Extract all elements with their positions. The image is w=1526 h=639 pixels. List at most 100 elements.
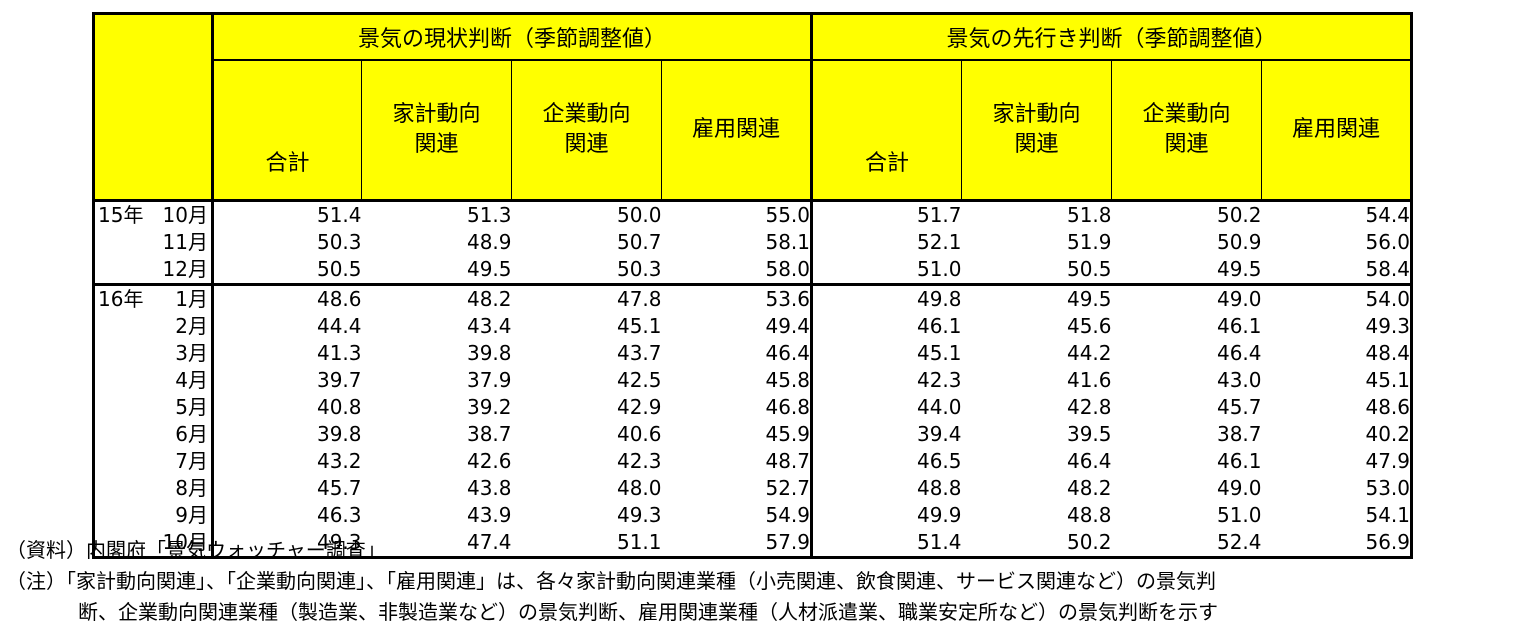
cell-current-household: 39.2 (466, 395, 512, 419)
table-row: 5月 40.8 39.2 42.9 46.8 44.0 42.8 45.7 48… (92, 394, 1413, 421)
cell-current-corporate: 40.6 (616, 422, 662, 446)
cell-current-household: 39.8 (466, 341, 512, 365)
cell-current-corporate: 49.3 (616, 503, 662, 527)
cell-future-employment: 49.3 (1261, 313, 1413, 340)
table-row: 12月 50.5 49.5 50.3 58.0 51.0 50.5 49.5 5… (92, 256, 1413, 286)
row-month: 6月 (175, 422, 208, 446)
cell-current-total: 49.3 (212, 529, 362, 559)
cell-future-corporate: 49.0 (1216, 287, 1262, 311)
col-future-employment: 雇用関連 (1261, 60, 1413, 202)
table-row: 16年 1月 48.6 48.2 47.8 53.6 49.8 49.5 49.0… (92, 284, 1413, 313)
cell-current-corporate: 50.7 (616, 230, 662, 254)
row-month: 5月 (175, 395, 208, 419)
cell-future-corporate: 46.1 (1216, 314, 1262, 338)
cell-future-corporate: 52.4 (1111, 529, 1262, 559)
economy-watchers-table: 景気の現状判断（季節調整値） 景気の先行き判断（季節調整値） 合計 家計動向 関… (92, 12, 1413, 559)
header-future-judgment: 景気の先行き判断（季節調整値） (811, 12, 1413, 61)
cell-current-corporate: 45.1 (616, 314, 662, 338)
row-label: 7月 (92, 448, 214, 475)
cell-current-household: 43.8 (466, 476, 512, 500)
cell-current-household: 37.9 (466, 368, 512, 392)
row-month: 4月 (175, 368, 208, 392)
cell-current-total: 50.5 (212, 256, 362, 286)
cell-current-corporate: 48.0 (616, 476, 662, 500)
cell-current-total: 43.2 (316, 449, 362, 473)
cell-current-total: 44.4 (316, 314, 362, 338)
table-row: 11月 50.3 48.9 50.7 58.1 52.1 51.9 50.9 5… (92, 229, 1413, 256)
row-month: 10月 (162, 203, 208, 227)
corner-cell (92, 12, 214, 202)
cell-future-corporate: 50.9 (1216, 230, 1262, 254)
cell-future-household: 50.5 (961, 256, 1112, 286)
cell-future-employment: 56.0 (1261, 229, 1413, 256)
footnote-line-2: 断、企業動向関連業種（製造業、非製造業など）の景気判断、雇用関連業種（人材派遣業… (78, 600, 1218, 624)
footnote-line-1: （注）「家計動向関連」、「企業動向関連」、「雇用関連」は、各々家計動向関連業種（… (6, 569, 1216, 593)
row-month: 1月 (175, 287, 208, 311)
cell-current-employment: 54.9 (661, 502, 813, 529)
cell-current-employment: 48.7 (661, 448, 813, 475)
row-month: 12月 (162, 257, 208, 281)
cell-current-employment: 58.0 (661, 256, 813, 286)
cell-current-household: 42.6 (466, 449, 512, 473)
table-row: 8月 45.7 43.8 48.0 52.7 48.8 48.2 49.0 53… (92, 475, 1413, 502)
cell-current-corporate: 42.9 (616, 395, 662, 419)
col-future-corporate: 企業動向 関連 (1111, 60, 1262, 202)
cell-future-employment: 54.0 (1261, 284, 1413, 313)
cell-current-employment: 45.8 (661, 367, 813, 394)
cell-future-employment: 53.0 (1261, 475, 1413, 502)
row-month: 2月 (175, 314, 208, 338)
cell-future-employment: 45.1 (1261, 367, 1413, 394)
cell-future-employment: 48.6 (1261, 394, 1413, 421)
cell-current-total: 51.4 (316, 203, 362, 227)
cell-future-household: 46.4 (1066, 449, 1112, 473)
cell-future-total: 42.3 (916, 368, 962, 392)
row-label: 10月 (92, 529, 214, 559)
col-current-household-l1: 家計動向 (392, 102, 481, 127)
cell-future-total: 51.7 (916, 203, 962, 227)
cell-current-total: 41.3 (316, 341, 362, 365)
cell-future-employment: 48.4 (1261, 340, 1413, 367)
cell-future-household: 45.6 (1066, 314, 1112, 338)
cell-future-household: 51.9 (1066, 230, 1112, 254)
cell-future-corporate: 38.7 (1216, 422, 1262, 446)
cell-future-corporate: 45.7 (1216, 395, 1262, 419)
col-current-household-l2: 関連 (414, 132, 459, 157)
cell-future-total: 49.8 (916, 287, 962, 311)
cell-current-total: 50.3 (316, 230, 362, 254)
col-current-household: 家計動向 関連 (361, 60, 512, 202)
row-month: 9月 (175, 503, 208, 527)
cell-future-employment: 40.2 (1261, 421, 1413, 448)
cell-current-employment: 57.9 (661, 529, 813, 559)
cell-current-employment: 55.0 (661, 200, 813, 229)
cell-current-household: 43.4 (466, 314, 512, 338)
cell-future-household: 44.2 (1066, 341, 1112, 365)
cell-current-total: 48.6 (316, 287, 362, 311)
cell-current-total: 46.3 (316, 503, 362, 527)
col-current-employment: 雇用関連 (661, 60, 813, 202)
table-row: 15年 10月 51.4 51.3 50.0 55.0 51.7 51.8 50.… (92, 200, 1413, 229)
col-current-total: 合計 (212, 60, 362, 202)
table-row: 10月 49.3 47.4 51.1 57.9 51.4 50.2 52.4 5… (92, 529, 1413, 559)
cell-current-employment: 46.4 (661, 340, 813, 367)
cell-current-corporate: 42.5 (616, 368, 662, 392)
header-current-judgment: 景気の現状判断（季節調整値） (212, 12, 813, 61)
col-future-total: 合計 (811, 60, 962, 202)
col-future-corporate-l2: 関連 (1164, 132, 1209, 157)
cell-future-corporate: 46.4 (1216, 341, 1262, 365)
cell-future-total: 48.8 (916, 476, 962, 500)
row-label: 3月 (92, 340, 214, 367)
cell-current-household: 47.4 (361, 529, 512, 559)
col-future-corporate-l1: 企業動向 (1142, 102, 1231, 127)
cell-current-total: 45.7 (316, 476, 362, 500)
table-row: 7月 43.2 42.6 42.3 48.7 46.5 46.4 46.1 47… (92, 448, 1413, 475)
col-current-corporate-l1: 企業動向 (542, 102, 631, 127)
table-row: 3月 41.3 39.8 43.7 46.4 45.1 44.2 46.4 48… (92, 340, 1413, 367)
cell-current-employment: 45.9 (661, 421, 813, 448)
cell-future-household: 48.8 (1066, 503, 1112, 527)
cell-current-employment: 58.1 (661, 229, 813, 256)
cell-future-corporate: 51.0 (1216, 503, 1262, 527)
cell-future-household: 39.5 (1066, 422, 1112, 446)
table-notes: （資料）内閣府「景気ウォッチャー調査」 （注）「家計動向関連」、「企業動向関連」… (6, 535, 1218, 628)
col-current-corporate-l2: 関連 (564, 132, 609, 157)
cell-current-corporate: 47.8 (616, 287, 662, 311)
